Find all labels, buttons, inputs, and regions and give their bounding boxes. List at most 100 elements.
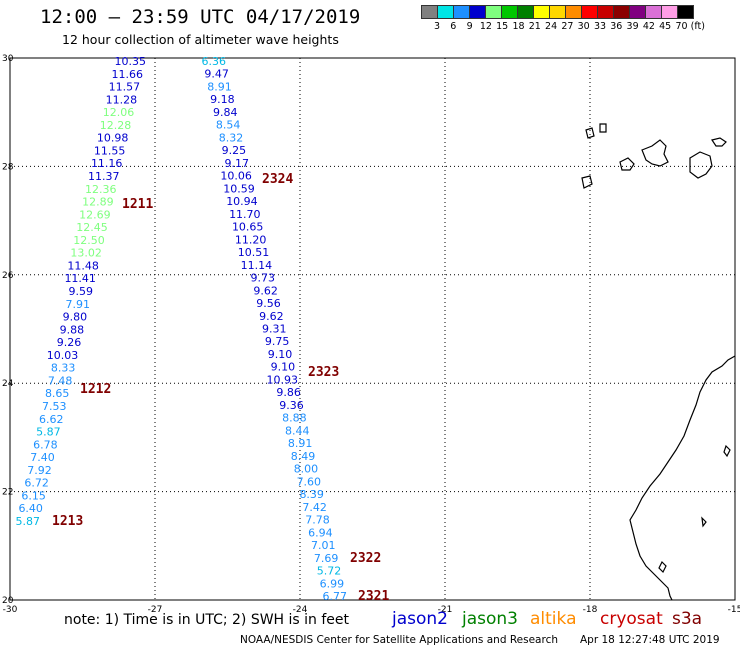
- wave-height-value: 8.54: [216, 119, 241, 132]
- color-scale-cell: [533, 5, 550, 19]
- wave-height-value: 10.98: [97, 132, 129, 145]
- lon-tick-label: -21: [438, 605, 453, 615]
- wave-height-value: 7.60: [297, 475, 322, 488]
- wave-height-value: 8.00: [294, 463, 319, 476]
- color-scale-label: 33: [593, 21, 607, 32]
- wave-height-value: 9.84: [213, 106, 238, 119]
- color-scale-label: 36: [610, 21, 623, 32]
- wave-height-value: 9.10: [271, 361, 296, 374]
- color-scale-cell: [453, 5, 470, 19]
- legend-s3a: s3a: [672, 609, 703, 629]
- wave-height-value: 9.62: [259, 310, 284, 323]
- color-scale-cell: [661, 5, 678, 19]
- color-scale-cell: [421, 5, 438, 19]
- wave-height-value: 9.17: [225, 157, 250, 170]
- track-pass-label: 1211: [122, 197, 153, 212]
- wave-height-value: 8.91: [288, 437, 313, 450]
- wave-height-value: 12.36: [85, 183, 117, 196]
- color-scale-cell: [581, 5, 598, 19]
- color-scale-label: 15: [496, 21, 509, 32]
- color-scale-label: 70: [675, 21, 688, 32]
- wave-height-value: 9.73: [250, 272, 275, 285]
- color-scale-labels: 3 6 9 12 15 18 21 24 27 30 33 36 39 42 45 70 (ft): [421, 21, 740, 35]
- wave-height-value: 9.62: [253, 284, 278, 297]
- wave-height-value: 13.02: [70, 247, 102, 260]
- page-title: 12:00 – 23:59 UTC 04/17/2019: [40, 6, 361, 28]
- color-scale-cell: [437, 5, 454, 19]
- lat-tick-label: 30: [2, 54, 14, 64]
- wave-height-value: 11.14: [241, 259, 273, 272]
- lat-tick-label: 26: [2, 271, 14, 281]
- wave-height-value: 6.99: [320, 577, 345, 590]
- coastline: [581, 123, 736, 601]
- lat-tick-label: 28: [2, 162, 14, 172]
- footer-timestamp: Apr 18 12:27:48 UTC 2019: [580, 634, 720, 646]
- color-scale-label: 3: [433, 21, 441, 32]
- color-scale-label: 9: [466, 21, 473, 32]
- wave-height-value: 11.57: [109, 81, 141, 94]
- wave-height-value: 9.80: [63, 311, 88, 324]
- color-scale-cell: [517, 5, 534, 19]
- color-scale-cell: [485, 5, 502, 19]
- wave-height-value: 12.89: [82, 196, 114, 209]
- color-scale-cell: [613, 5, 630, 19]
- track-labels: 1211 1212 1213 2324 2323 2322 2321: [52, 172, 389, 604]
- wave-height-value: 7.42: [302, 501, 327, 514]
- wave-height-value: 11.28: [106, 93, 138, 106]
- wave-height-value: 5.87: [36, 426, 61, 439]
- color-scale: [421, 5, 694, 19]
- color-scale-label: 45: [659, 21, 672, 32]
- wave-height-value: 12.45: [76, 221, 108, 234]
- wave-height-value: 7.48: [48, 374, 73, 387]
- wave-height-value: 11.48: [67, 259, 99, 272]
- wave-height-value: 6.62: [39, 413, 64, 426]
- track-pass-label: 2323: [308, 365, 339, 380]
- note-text: note: 1) Time is in UTC; 2) SWH is in fe…: [64, 612, 350, 628]
- wave-height-value: 7.91: [66, 298, 91, 311]
- legend-altika: altika: [530, 609, 577, 629]
- wave-height-value: 12.06: [103, 106, 135, 119]
- axis-labels: -30 -27 -24 -21 -18 -15 30 28 26 24 22 20: [2, 54, 740, 615]
- wave-height-value: 5.87: [16, 515, 41, 528]
- legend-jason3: jason3: [462, 609, 518, 629]
- footer: NOAA/NESDIS Center for Satellite Applica…: [240, 634, 720, 646]
- wave-height-value: 7.53: [42, 400, 67, 413]
- wave-height-value: 11.16: [91, 157, 123, 170]
- wave-height-value: 6.36: [202, 55, 227, 68]
- wave-height-value: 10.03: [47, 349, 79, 362]
- page-subtitle: 12 hour collection of altimeter wave hei…: [62, 32, 339, 47]
- wave-height-value: 10.93: [267, 373, 299, 386]
- wave-height-value: 9.88: [60, 323, 85, 336]
- wave-height-value: 8.33: [51, 362, 76, 375]
- track-pass-label: 2322: [350, 551, 381, 566]
- track-pass-label: 1212: [80, 382, 111, 397]
- lon-tick-label: -24: [293, 605, 308, 615]
- color-scale-label: 18: [512, 21, 525, 32]
- wave-height-value: 8.49: [291, 450, 316, 463]
- wave-height-value: 7.01: [311, 539, 336, 552]
- track-pass-label: 2321: [358, 589, 389, 604]
- wave-height-value: 7.69: [314, 552, 339, 565]
- lat-lon-grid: [10, 58, 735, 600]
- color-scale-cell: [629, 5, 646, 19]
- wave-height-value: 9.75: [265, 335, 290, 348]
- wave-height-value: 9.86: [276, 386, 301, 399]
- color-scale-label: 42: [642, 21, 655, 32]
- wave-height-value: 8.88: [282, 412, 307, 425]
- wave-height-value: 9.36: [279, 399, 304, 412]
- color-scale-label: 24: [545, 21, 558, 32]
- wave-height-value: 11.41: [64, 272, 96, 285]
- wave-height-value: 6.78: [33, 438, 58, 451]
- color-scale-label: 12: [479, 21, 492, 32]
- color-scale-label: 21: [528, 21, 541, 32]
- footer-credit: NOAA/NESDIS Center for Satellite Applica…: [240, 634, 558, 646]
- wave-height-value: 8.44: [285, 424, 310, 437]
- lat-tick-label: 24: [2, 379, 14, 389]
- lon-tick-label: -15: [728, 605, 740, 615]
- wave-height-value: 12.50: [73, 234, 105, 247]
- wave-height-value: 6.94: [308, 526, 333, 539]
- lon-tick-label: -30: [3, 605, 18, 615]
- color-scale-label: 30: [577, 21, 590, 32]
- wave-height-value: 11.66: [112, 68, 144, 81]
- wave-height-value: 10.94: [226, 195, 258, 208]
